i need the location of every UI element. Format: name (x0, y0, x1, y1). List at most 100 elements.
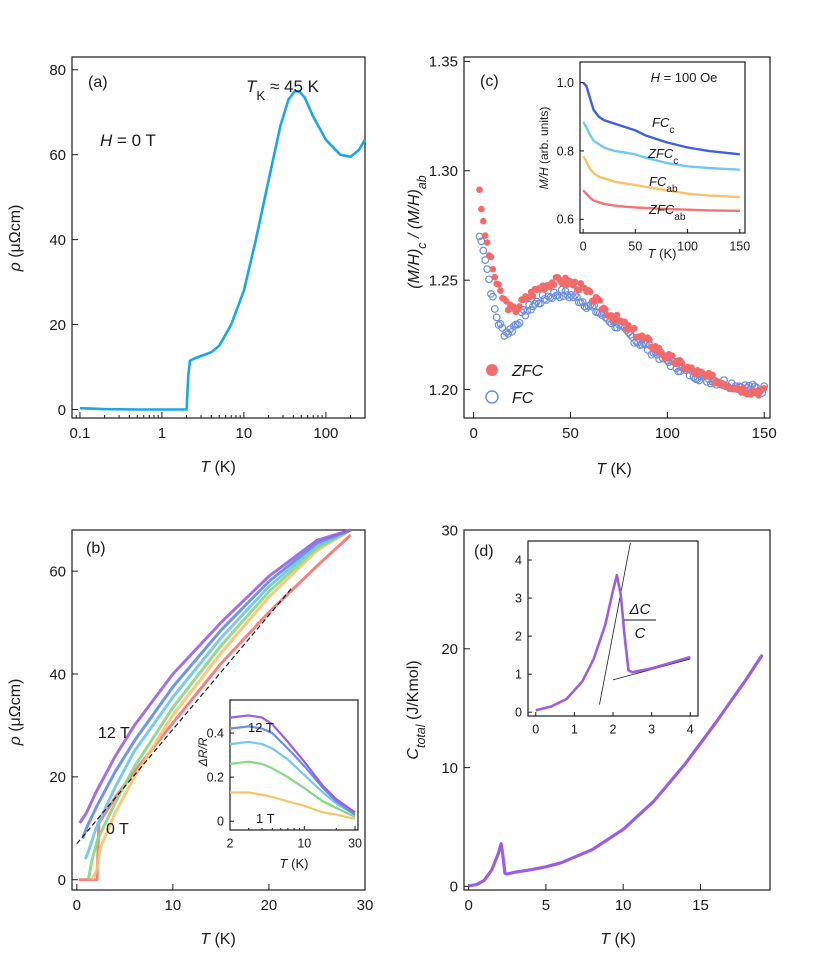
zfc-point (480, 217, 487, 225)
fc-point (509, 322, 518, 331)
x-axis-label-b-part: (K) (210, 931, 236, 948)
y-tick-label: 20 (49, 769, 66, 786)
inset-curve-label-part: FC (649, 174, 667, 189)
zfc-point (678, 360, 686, 367)
fc-point (496, 320, 505, 328)
y-tick-label: 0.8 (557, 144, 574, 158)
x-tick-label: 10 (297, 837, 311, 851)
fc-point (479, 246, 488, 255)
inset-curve-label: FCab (649, 174, 678, 195)
fc-point (492, 313, 501, 322)
inset-curve-label: ZFCc (647, 146, 678, 167)
zfc-point (491, 273, 499, 281)
rho-curve-6T (83, 528, 352, 860)
zfc-point (476, 186, 483, 194)
fc-point (531, 299, 539, 308)
y-axis-label-c: (M/H)c / (M/H)ab (406, 175, 429, 288)
x-tick-label: 0.1 (70, 425, 91, 442)
x-axis-label-a: T (K) (200, 459, 236, 476)
x-tick-label: 150 (752, 425, 777, 442)
x-tick-label: 0 (470, 425, 478, 442)
y-tick-label: 0 (217, 815, 224, 829)
fc-point (485, 275, 493, 284)
y-tick-label: 20 (441, 641, 458, 658)
y-tick-label: 3 (515, 591, 522, 605)
legend-fc-marker (485, 390, 499, 404)
label-12T: 12 T (98, 725, 130, 742)
x-axis-label-b-part: T (200, 931, 211, 948)
x-tick-label: 0 (73, 897, 81, 914)
y-tick-label: 1 (515, 668, 522, 682)
x-tick-label: 5 (542, 897, 550, 914)
kondo-temperature-label-part: K (256, 88, 265, 103)
inset-y-label-part: M/H (537, 167, 551, 189)
fc-point (553, 291, 562, 300)
y-axis-label-c-part: c (415, 242, 429, 249)
x-axis-label-d-part: (K) (610, 931, 636, 948)
x-tick-label: 0 (580, 240, 587, 254)
fc-point (521, 311, 530, 320)
heat-capacity-curve (468, 653, 764, 888)
rho-curve-1T (90, 528, 352, 881)
x-tick-label: 2 (610, 723, 617, 737)
x-tick-label: 30 (348, 837, 362, 851)
zfc-point (655, 344, 663, 352)
y-tick-label: 0 (58, 402, 66, 419)
delta-c-numerator: ΔC (629, 601, 651, 618)
inset-mr-curve-12T (229, 714, 356, 814)
fc-point (481, 256, 490, 264)
zfc-point (489, 265, 497, 273)
y-tick-label: 0 (58, 872, 66, 889)
field-annotation-a: H = 0 T (100, 131, 156, 150)
plot-frame (463, 529, 771, 891)
y-axis-label-a-part: (μΩcm) (7, 205, 24, 263)
inset-curve-fc-c (582, 81, 740, 156)
inset-curve-fc-ab (582, 155, 740, 199)
zfc-point (709, 371, 716, 379)
inset-curve-label-part: c (669, 125, 674, 136)
rho-curve-3T (86, 528, 352, 880)
fc-point (695, 376, 704, 385)
delta-c-denominator-part: C (635, 625, 646, 642)
y-tick-label: 60 (49, 563, 66, 580)
x-tick-label: 30 (357, 897, 374, 914)
y-tick-label: 0 (515, 706, 522, 720)
legend-zfc-marker (486, 364, 498, 376)
inset-field-label-part: = 100 Oe (660, 70, 717, 85)
y-tick-label: 40 (49, 232, 66, 249)
entropy-construction-line (599, 542, 631, 705)
kondo-temperature-label-part: T (246, 77, 258, 96)
x-tick-label: 1 (158, 425, 166, 442)
rho-curve-0T (79, 89, 367, 411)
zfc-point (739, 384, 747, 392)
fc-point (500, 331, 509, 340)
x-axis-label-c-part: T (596, 461, 607, 478)
x-tick-label: 10 (615, 897, 632, 914)
legend-zfc-label-part: ZFC (511, 363, 544, 380)
fc-point (483, 265, 492, 274)
delta-c-numerator-part: ΔC (629, 601, 651, 618)
zfc-point (529, 292, 537, 300)
inset-x-label: T (K) (280, 856, 309, 871)
fc-point (580, 302, 589, 311)
inset-field-label-part: H (651, 70, 661, 85)
panel-label-a: (a) (88, 74, 108, 91)
zfc-point (596, 297, 604, 304)
x-tick-label: 50 (628, 240, 642, 254)
kondo-temperature-label: TK ≈ 45 K (246, 77, 320, 103)
fc-point (490, 305, 499, 313)
panel-c: 0 50 100 150 1.20 1.25 1.30 1.35 (c) ZFC FC T (K) (M… (406, 54, 777, 478)
y-tick-label: 1.35 (429, 54, 458, 71)
y-axis-label-a-part: ρ (7, 262, 24, 272)
inset-background (528, 541, 698, 716)
zfc-point (760, 385, 768, 392)
fc-point (525, 300, 534, 309)
y-tick-label: 1.30 (429, 163, 458, 180)
fc-point (532, 297, 541, 306)
fc-point (504, 329, 513, 338)
fc-point (578, 298, 587, 306)
inset-b: 2 10 30 0 0.2 0.4 12 T 1 T T (K) ΔR/R (196, 699, 362, 871)
y-tick-label: 60 (49, 147, 66, 164)
inset-y-label-part: ΔR/R (196, 737, 210, 767)
